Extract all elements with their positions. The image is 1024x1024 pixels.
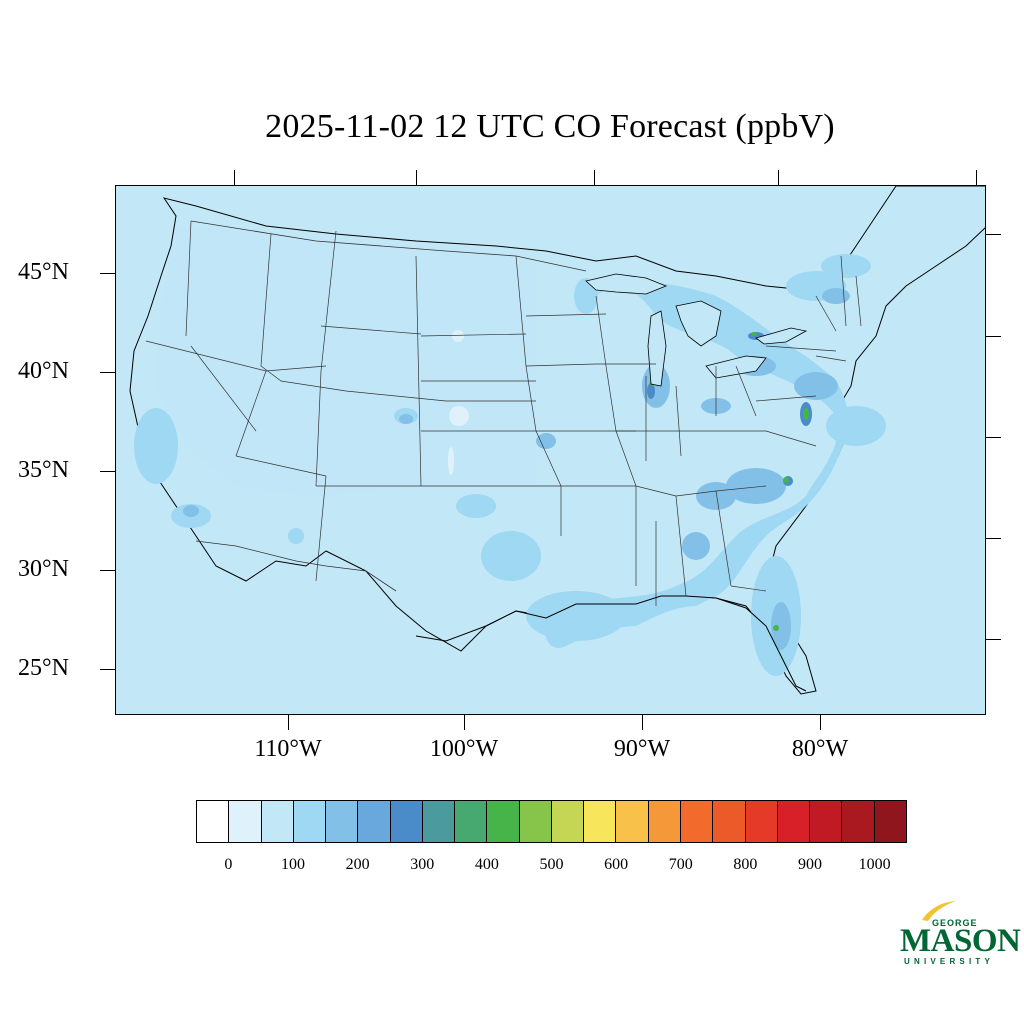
left-tick: [100, 273, 115, 274]
co-forecast-map: [115, 185, 986, 715]
left-tick: [100, 570, 115, 571]
left-tick: [100, 471, 115, 472]
colorbar-swatch: [358, 801, 391, 842]
lat-label-30n: 30°N: [18, 556, 69, 582]
bottom-tick: [464, 715, 465, 730]
elevated-co-100-200: [134, 254, 886, 676]
colorbar-label: 900: [798, 856, 823, 873]
map-title: 2025-11-02 12 UTC CO Forecast (ppbV): [265, 108, 835, 145]
colorbar-swatch: [777, 801, 811, 842]
right-tick: [986, 234, 1001, 235]
right-tick: [986, 538, 1001, 539]
logo-swoosh-icon: [922, 901, 956, 921]
colorbar-swatch: [197, 801, 230, 842]
bottom-tick: [642, 715, 643, 730]
lat-label-25n: 25°N: [18, 655, 69, 681]
top-tick: [234, 170, 235, 185]
colorbar-swatch: [261, 801, 294, 842]
colorbar-label: 300: [410, 856, 435, 873]
colorbar-swatch: [713, 801, 746, 842]
state-borders: [145, 220, 862, 606]
colorbar-swatch: [874, 801, 906, 842]
top-tick: [976, 170, 977, 185]
colorbar-swatch: [326, 801, 359, 842]
colorbar-swatch: [519, 801, 552, 842]
lon-label-110w: 110°W: [254, 736, 322, 762]
elevated-co-200-300: [183, 288, 850, 650]
great-lakes: [585, 273, 808, 387]
canada-border: [190, 220, 587, 272]
logo-george-text: GEORGE: [932, 918, 978, 928]
top-tick: [416, 170, 417, 185]
colorbar-swatch: [293, 801, 327, 842]
lat-label-40n: 40°N: [18, 358, 69, 384]
colorbar-label: 1000: [858, 856, 891, 873]
lat-label-45n: 45°N: [18, 259, 69, 285]
lon-label-80w: 80°W: [791, 736, 849, 762]
colorbar-swatch: [584, 801, 617, 842]
bottom-tick: [820, 715, 821, 730]
colorbar-label: 400: [474, 856, 499, 873]
colorbar-swatch: [551, 801, 585, 842]
colorbar-label: 700: [668, 856, 693, 873]
logo-mason-text: MASON: [900, 923, 1021, 959]
right-tick: [986, 336, 1001, 337]
lon-label-100w: 100°W: [429, 736, 499, 762]
right-tick: [986, 437, 1001, 438]
logo-university-text: UNIVERSITY: [904, 957, 995, 966]
gmu-logo: GEORGE MASON UNIVERSITY: [896, 900, 1021, 968]
colorbar-swatch: [648, 801, 681, 842]
colorbar-label: 800: [733, 856, 758, 873]
colorbar-label: 500: [539, 856, 564, 873]
colorbar-label: 100: [280, 856, 305, 873]
colorbar-swatch: [680, 801, 714, 842]
colorbar-swatch: [422, 801, 456, 842]
top-tick: [778, 170, 779, 185]
colorbar-label: 200: [345, 856, 370, 873]
right-tick: [986, 639, 1001, 640]
left-tick: [100, 372, 115, 373]
mexico-border: [195, 540, 397, 592]
colorbar-swatch: [487, 801, 520, 842]
top-tick: [594, 170, 595, 185]
colorbar-swatch: [745, 801, 778, 842]
left-tick: [100, 669, 115, 670]
colorbar-label: 600: [604, 856, 629, 873]
colorbar-swatch: [390, 801, 423, 842]
lon-label-90w: 90°W: [613, 736, 671, 762]
lat-label-35n: 35°N: [18, 457, 69, 483]
map-canvas: [116, 186, 985, 714]
colorbar: [196, 800, 907, 843]
low-co-region: [156, 226, 536, 496]
gulf-coastline: [415, 595, 807, 692]
colorbar-swatch: [455, 801, 488, 842]
colorbar-swatch: [842, 801, 875, 842]
colorbar-swatch: [810, 801, 843, 842]
colorbar-label: 0: [224, 856, 233, 873]
bottom-tick: [288, 715, 289, 730]
very-low-co-patches: [448, 330, 469, 475]
colorbar-swatch: [229, 801, 262, 842]
colorbar-swatch: [616, 801, 649, 842]
